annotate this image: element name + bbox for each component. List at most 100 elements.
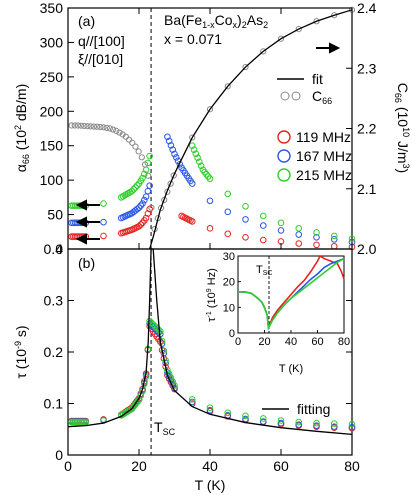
attenuation-point [313, 233, 320, 241]
c66-fit-line [149, 9, 353, 250]
inset-y-tick-label: 30 [223, 251, 235, 263]
attenuation-point [165, 137, 173, 145]
c66-point [224, 83, 231, 90]
attenuation-point [242, 216, 249, 223]
c66-point [242, 63, 249, 71]
attenuation-point [277, 219, 285, 227]
left-y-tick-label: 250 [40, 69, 64, 85]
attenuation-point [133, 182, 141, 189]
q-direction-label: q//[100] [78, 33, 125, 49]
c66-point [260, 48, 267, 55]
panel-a: 0 50 100 150 200 250 300 350 2.0 2.1 2.2 2.3 2.4 (a)… [13, 0, 411, 257]
attenuation-point [171, 150, 178, 158]
inset-x-tick-label: 20 [258, 336, 270, 348]
legend-fitting-label: fitting [297, 401, 330, 417]
right-y-tick-label: 2.2 [357, 121, 377, 137]
attenuation-point [172, 154, 180, 161]
c66-point [97, 123, 104, 131]
x-tick-label: 80 [344, 458, 360, 474]
relaxation-time-point [259, 415, 267, 422]
doping-label: x = 0.071 [164, 31, 222, 47]
legend-c66-marker [280, 91, 290, 101]
relaxation-time-point [158, 340, 166, 347]
right-y-tick-label: 2.0 [357, 241, 377, 257]
left-y-tick-label: 0 [55, 241, 63, 257]
relaxation-time-point [188, 396, 196, 403]
compound-formula: Ba(Fe1-xCox)2As2 [164, 12, 268, 30]
relaxation-time-point [224, 409, 232, 417]
y-tick-label: 0.3 [44, 293, 64, 309]
c66-point [170, 172, 177, 179]
c66-point [90, 123, 98, 130]
relaxation-time-point [158, 337, 166, 345]
attenuation-point [224, 230, 232, 238]
relaxation-time-point [277, 419, 285, 427]
attenuation-point [188, 142, 196, 150]
attenuation-point [130, 185, 137, 193]
panel-b-ticks: 00.10.20.30.40 20 40 60 80 [44, 241, 360, 474]
attenuation-point [330, 236, 338, 243]
left-y-tick-label: 100 [40, 172, 64, 188]
c66-point [78, 122, 85, 129]
attenuation-point [100, 232, 107, 240]
panel-b: 00.10.20.30.40 20 40 60 80 (b) TSC fitting τ… [13, 241, 360, 493]
attenuation-point [128, 187, 136, 195]
c66-point [71, 122, 78, 129]
left-y-tick-label: 150 [40, 138, 64, 154]
attenuation-point [206, 175, 214, 183]
relaxation-time-point [149, 321, 157, 328]
c66-point [113, 127, 120, 135]
attenuation-point [190, 146, 198, 154]
relaxation-time-point [295, 421, 303, 428]
inset-x-tick-label: 60 [311, 336, 323, 348]
attenuation-point [135, 204, 143, 211]
attenuation-point [192, 150, 200, 158]
attenuation-point [141, 170, 148, 178]
attenuation-point [330, 242, 338, 250]
panel-a-label: (a) [78, 13, 95, 29]
panel-a-ticks: 0 50 100 150 200 250 300 350 2.0 2.1 2.2 2.3 2.4 [40, 0, 377, 257]
c66-point [74, 122, 82, 129]
c66-point [106, 125, 113, 132]
attenuation-point [188, 180, 196, 187]
legend-167-marker [277, 149, 291, 163]
x-axis-label: T (K) [195, 477, 226, 493]
attenuation-point [242, 233, 249, 241]
attenuation-point [194, 154, 201, 162]
relaxation-time-point [330, 423, 338, 430]
c66-point [295, 25, 302, 33]
attenuation-point [146, 152, 153, 160]
relaxation-time-point [80, 418, 88, 426]
c66-point [87, 123, 94, 130]
panel-a-left-axis-label: α66 (102 dB/m) [13, 84, 31, 172]
c66-point [109, 126, 117, 133]
attenuation-point [141, 196, 148, 204]
tau-fit-line [67, 248, 353, 436]
attenuation-point [139, 174, 146, 182]
legend-119-label: 119 MHz [296, 129, 351, 145]
relaxation-time-point [78, 418, 86, 426]
arrow-to-right-axis [316, 42, 341, 54]
relaxation-time-point [160, 347, 168, 355]
c66-point [129, 139, 136, 146]
relaxation-time-point [348, 423, 356, 431]
right-y-tick-label: 2.4 [357, 0, 377, 16]
relaxation-time-point [313, 419, 320, 427]
inset-y-tick-label: 0 [229, 328, 235, 340]
relaxation-time-point [242, 412, 249, 420]
attenuation-point [137, 202, 145, 209]
legend-119-marker [277, 130, 291, 144]
inset-y-tick-label: 10 [223, 302, 235, 314]
c66-point [68, 122, 75, 129]
inset-x-tick-label: 0 [235, 336, 241, 348]
panel-b-y-axis-label: τ (10-9 s) [13, 325, 29, 378]
c66-point [277, 35, 285, 42]
y-tick-label: 0.1 [44, 396, 64, 412]
attenuation-point [259, 212, 267, 220]
legend-fit-label: fit [312, 71, 323, 87]
attenuation-point [132, 184, 139, 191]
c66-point [206, 106, 214, 113]
inset-tsc-label: TSC [256, 264, 272, 277]
legend-215-marker [277, 168, 291, 182]
left-y-tick-label: 200 [40, 103, 64, 119]
